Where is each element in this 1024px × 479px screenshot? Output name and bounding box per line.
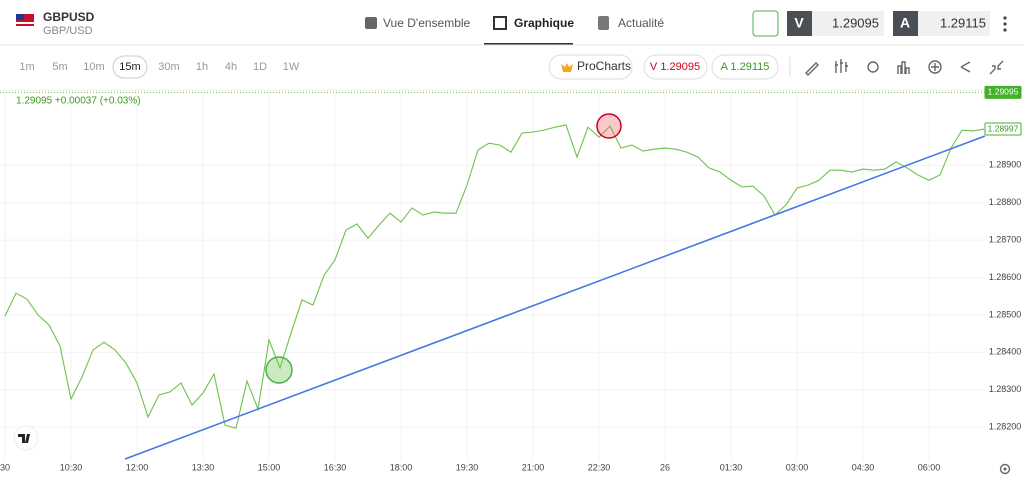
sell-button[interactable] <box>787 11 812 36</box>
watchlist-button[interactable] <box>752 10 779 37</box>
tab-icon <box>493 16 507 30</box>
timeframe-active <box>112 55 148 79</box>
timeframe[interactable]: 1D <box>253 61 267 73</box>
y-tick-label: 1.28700 <box>989 234 1022 244</box>
trend-line <box>124 135 986 460</box>
y-tick-label: 1.28500 <box>989 309 1022 319</box>
buy-label: A <box>900 15 910 31</box>
y-tick-label: 1.28300 <box>989 384 1022 394</box>
y-tick-label: 1.28600 <box>989 272 1022 282</box>
sell-marker <box>596 113 622 139</box>
chart-info: 1.29095 +0.00037 (+0.03%) <box>16 96 141 107</box>
x-tick-label: 26 <box>660 462 670 472</box>
collapse-tool[interactable] <box>989 60 1004 75</box>
price-tag-label: 1.28997 <box>988 123 1019 133</box>
x-tick-label: 01:30 <box>720 462 743 472</box>
x-tick-label: 15:00 <box>258 462 281 472</box>
sell-price: 1.29095 <box>832 15 879 30</box>
tool-icons <box>805 59 1004 76</box>
pair: GBP/USD <box>43 25 93 37</box>
flag-icon <box>16 14 34 26</box>
axis-settings[interactable] <box>999 463 1011 475</box>
tab-icon <box>598 16 609 30</box>
timeframe[interactable]: 4h <box>225 61 237 73</box>
x-tick-label: 22:30 <box>588 462 611 472</box>
timeframe[interactable]: 15m <box>119 61 140 73</box>
crown-icon <box>561 63 573 72</box>
nav-tab[interactable]: Actualité <box>618 16 664 30</box>
y-tick-label: 1.28200 <box>989 421 1022 431</box>
sell-quote-button[interactable] <box>643 54 708 80</box>
settings-tool[interactable] <box>867 61 879 73</box>
sell-quote: V 1.29095 <box>650 61 700 73</box>
sell-price-box[interactable] <box>812 11 884 36</box>
timeframe[interactable]: 1W <box>283 61 300 73</box>
x-tick-label: 12:00 <box>126 462 149 472</box>
sell-label: V <box>794 15 804 31</box>
buy-price-box[interactable] <box>918 11 990 36</box>
nav-tab[interactable]: Graphique <box>514 16 574 30</box>
buy-quote: A 1.29115 <box>721 61 770 73</box>
x-tick-label: 10:30 <box>60 462 83 472</box>
buy-button[interactable] <box>893 11 918 36</box>
buy-price: 1.29115 <box>940 15 986 30</box>
add-tool[interactable] <box>928 60 942 74</box>
buy-quote-button[interactable] <box>711 54 779 80</box>
draw-tool[interactable] <box>805 62 819 76</box>
timeframe[interactable]: 1m <box>19 61 34 73</box>
timeframe[interactable]: 5m <box>52 61 67 73</box>
plot <box>0 92 985 460</box>
y-tick-label: 1.28900 <box>989 160 1022 170</box>
timeframe[interactable]: 30m <box>158 61 179 73</box>
x-tick-label: 04:30 <box>852 462 875 472</box>
chart-type-tool[interactable] <box>897 61 910 74</box>
tab-icon <box>365 17 377 29</box>
more-menu[interactable] <box>1003 16 1007 32</box>
y-tick-label: 1.28400 <box>989 347 1022 357</box>
timeframe[interactable]: 10m <box>83 61 104 73</box>
x-tick-label: 30 <box>0 462 10 472</box>
x-tick-label: 18:00 <box>390 462 413 472</box>
symbol: GBPUSD <box>43 10 95 24</box>
x-tick-label: 21:00 <box>522 462 545 472</box>
procharts-label: ProCharts <box>577 59 631 73</box>
x-tick-label: 06:00 <box>918 462 941 472</box>
nav-tab[interactable]: Vue D'ensemble <box>383 16 471 30</box>
procharts-button[interactable] <box>548 54 633 80</box>
price-tag <box>984 122 1022 136</box>
timeframe[interactable]: 1h <box>196 61 208 73</box>
indicator-tool[interactable] <box>835 59 848 73</box>
share-tool[interactable] <box>960 61 971 73</box>
y-tick-label: 1.28800 <box>989 197 1022 207</box>
x-tick-label: 16:30 <box>324 462 347 472</box>
x-tick-label: 03:00 <box>786 462 809 472</box>
x-tick-label: 13:30 <box>192 462 215 472</box>
buy-marker <box>265 356 293 384</box>
price-tag <box>984 85 1022 99</box>
price-line <box>4 124 985 429</box>
price-tag-label: 1.29095 <box>988 87 1019 97</box>
x-tick-label: 19:30 <box>456 462 479 472</box>
tradingview-logo <box>13 425 39 451</box>
